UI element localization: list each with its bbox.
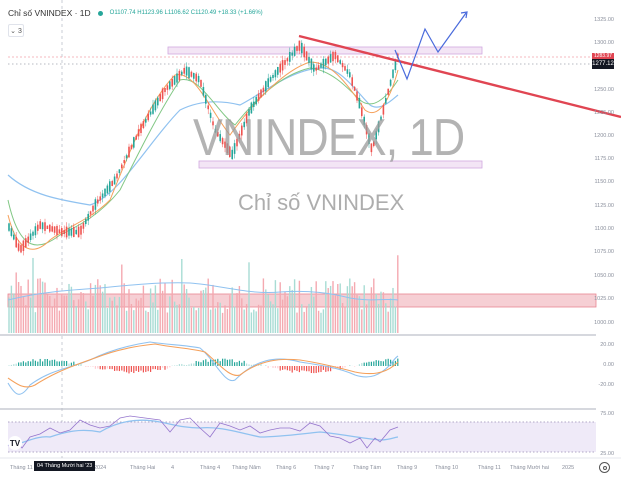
time-axis-label: Tháng 10 (435, 465, 459, 471)
price-axis-label: 1175.00 (594, 156, 614, 162)
ohlc-values: O1107.74 H1123.96 L1106.62 C1120.49 +18.… (109, 10, 263, 16)
time-axis-label: Tháng Năm (232, 465, 261, 471)
candles (8, 40, 399, 256)
price-axis-label: 1000.00 (594, 320, 614, 326)
macd-axis-label: 20.00 (600, 342, 614, 348)
symbol-legend: Chỉ số VNINDEX · 1D O1107.74 H1123.96 L1… (8, 8, 263, 18)
price-axis-label: 1225.00 (594, 110, 614, 116)
time-axis-label: 4 (171, 465, 175, 471)
tradingview-logo[interactable]: TV (8, 436, 22, 450)
price-tag-current: 1277.12 (592, 59, 614, 69)
time-axis-label: Tháng 4 (200, 465, 221, 471)
price-axis-label: 1125.00 (594, 203, 614, 209)
watermark-title: VNINDEX, 1D (193, 109, 465, 167)
time-axis-label: Tháng 11 (478, 465, 501, 471)
price-axis-label: 1025.00 (594, 296, 614, 302)
market-status-icon (97, 10, 103, 16)
price-axis-label: 1325.00 (594, 17, 614, 23)
price-axis-label: 1150.00 (594, 179, 614, 185)
symbol-title[interactable]: Chỉ số VNINDEX · 1D (8, 8, 91, 18)
price-axis-label: 1250.00 (594, 87, 614, 93)
macd-axis-label: -20.00 (598, 382, 614, 388)
price-axis-label: 1200.00 (594, 133, 614, 139)
indicators-collapse-button[interactable]: ⌄ 3 (8, 24, 24, 37)
projection-path (394, 12, 467, 81)
resistance-zone (167, 46, 483, 55)
crosshair-time-label: 04 Tháng Mười hai '23 (34, 461, 96, 471)
support-zone (198, 160, 483, 169)
gear-icon[interactable] (599, 462, 610, 473)
time-axis-label: Tháng 6 (276, 465, 297, 471)
time-axis-label: Tháng Hai (130, 465, 156, 471)
macd-axis-label: 0.00 (603, 362, 614, 368)
descending-trendline (298, 34, 621, 119)
time-axis-label: Tháng Mười hai (510, 465, 550, 471)
time-axis-label: 2024 (94, 465, 107, 471)
rsi-axis-label: 25.00 (600, 451, 614, 457)
watermark-subtitle: Chỉ số VNINDEX (238, 190, 405, 215)
price-axis-label: 1300.00 (594, 40, 614, 46)
time-axis-label: Tháng Tám (353, 465, 382, 471)
price-axis-label: 1050.00 (594, 273, 614, 279)
price-tag-high: 1283.97 (592, 53, 614, 59)
time-axis-label: 2025 (562, 465, 575, 471)
time-axis-label: Tháng 11 (10, 465, 33, 471)
price-axis-label: 1100.00 (594, 226, 614, 232)
time-axis-label: Tháng 9 (397, 465, 418, 471)
price-axis-label: 1075.00 (594, 249, 614, 255)
time-axis-label: Tháng 7 (314, 465, 335, 471)
rsi-axis-label: 75.00 (600, 411, 614, 417)
